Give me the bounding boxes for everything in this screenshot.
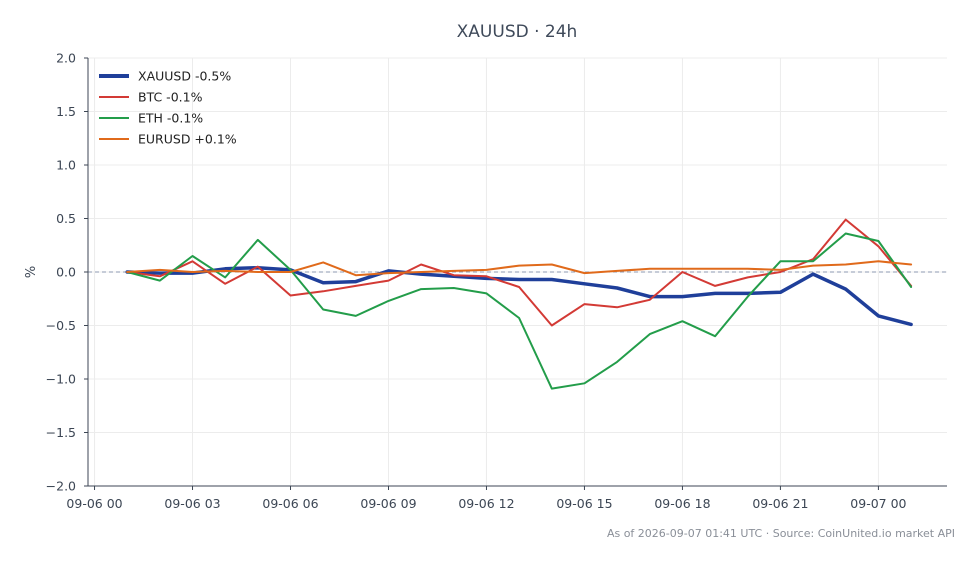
- y-tick-label: 1.0: [56, 158, 76, 173]
- axes: 2.0 1.5 1.0 0.5 0.0 −0.5 −1.0 −1.5 −2.0 09-06 00 0…: [46, 51, 947, 511]
- chart-title: XAUUSD · 24h: [457, 22, 578, 42]
- series-line-1: [126, 218, 913, 327]
- y-tick-label: 0.5: [56, 211, 76, 226]
- series-line-2: [126, 232, 913, 390]
- series-line-3: [126, 260, 913, 277]
- x-tick-label: 09-06 18: [654, 496, 710, 511]
- legend: XAUUSD -0.5% BTC -0.1% ETH -0.1% EURUSD +0.…: [99, 69, 237, 147]
- y-tick-label: 0.0: [56, 265, 76, 280]
- legend-label-1: BTC -0.1%: [138, 90, 203, 105]
- legend-label-2: ETH -0.1%: [138, 111, 203, 126]
- x-tick-label: 09-06 15: [556, 496, 612, 511]
- legend-label-3: EURUSD +0.1%: [138, 132, 237, 147]
- series-lines: [125, 218, 913, 390]
- y-tick-label: −2.0: [46, 479, 76, 494]
- series-line-0: [125, 265, 913, 327]
- y-tick-label: 1.5: [56, 104, 76, 119]
- x-tick-label: 09-07 00: [850, 496, 906, 511]
- x-tick-label: 09-06 00: [66, 496, 122, 511]
- y-tick-label: −1.0: [46, 372, 76, 387]
- y-tick-label: 2.0: [56, 51, 76, 66]
- x-tick-label: 09-06 12: [458, 496, 514, 511]
- x-tick-label: 09-06 21: [752, 496, 808, 511]
- x-tick-label: 09-06 03: [164, 496, 220, 511]
- x-tick-label: 09-06 09: [360, 496, 416, 511]
- y-axis-title: %: [24, 266, 39, 278]
- y-tick-label: −0.5: [46, 318, 76, 333]
- footer-source: As of 2026-09-07 01:41 UTC · Source: Coi…: [607, 527, 955, 540]
- x-tick-label: 09-06 06: [262, 496, 318, 511]
- legend-label-0: XAUUSD -0.5%: [138, 69, 231, 84]
- y-tick-label: −1.5: [46, 425, 76, 440]
